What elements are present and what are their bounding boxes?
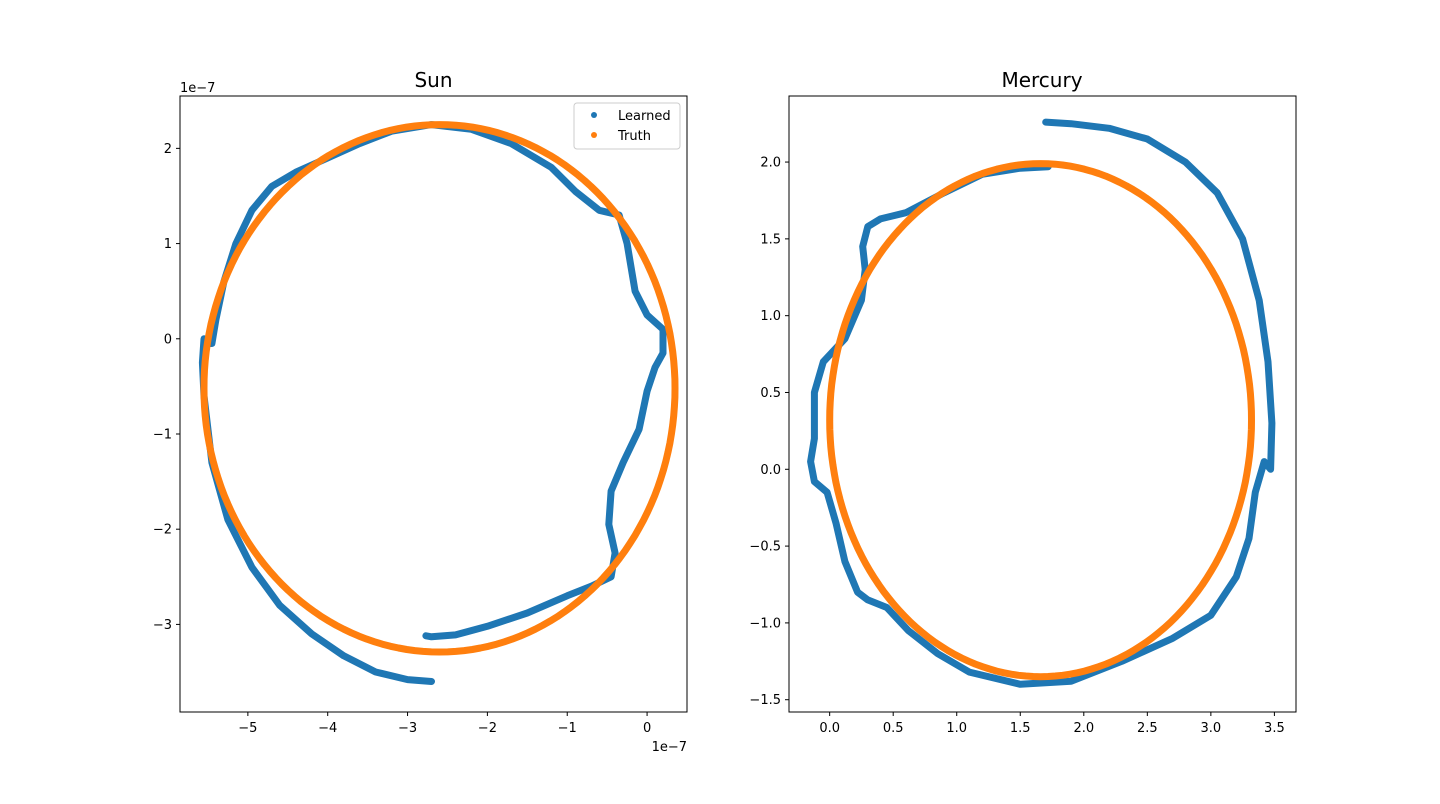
sun-x-tick-label: 0 <box>643 721 651 736</box>
sun-x-tick-label: −1 <box>558 721 577 736</box>
sun-data-marks <box>198 121 679 685</box>
legend-label-truth: Truth <box>617 129 651 144</box>
sun-y-ticks: −3 −2 −1 0 1 2 <box>153 142 180 633</box>
mercury-x-tick-label: 1.0 <box>946 721 967 736</box>
mercury-series-truth <box>826 160 1255 681</box>
sun-x-ticks: −5 −4 −3 −2 −1 0 <box>238 712 651 736</box>
mercury-x-tick-label: 0.0 <box>819 721 840 736</box>
sun-y-offset-text: 1e−7 <box>180 81 215 96</box>
mercury-y-tick-label: 1.0 <box>760 309 781 324</box>
mercury-y-tick-label: 0.0 <box>760 463 781 478</box>
mercury-title: Mercury <box>1001 68 1082 92</box>
mercury-x-tick-label: 0.5 <box>883 721 904 736</box>
mercury-x-tick-label: 1.5 <box>1010 721 1031 736</box>
legend-marker-truth <box>591 132 597 138</box>
mercury-y-tick-label: 2.0 <box>760 156 781 171</box>
mercury-x-tick-label: 2.5 <box>1137 721 1158 736</box>
mercury-y-tick-label: −1.0 <box>749 616 781 631</box>
mercury-series-learned <box>807 118 1276 688</box>
sun-x-tick-label: −3 <box>398 721 417 736</box>
mercury-y-tick-label: 0.5 <box>760 386 781 401</box>
sun-x-tick-label: −5 <box>238 721 257 736</box>
sun-series-truth <box>200 121 679 656</box>
mercury-y-tick-label: −1.5 <box>749 693 781 708</box>
sun-y-tick-label: 2 <box>164 142 172 157</box>
legend-box <box>573 102 681 150</box>
legend-marker-learned <box>591 112 597 118</box>
mercury-x-tick-label: 3.0 <box>1201 721 1222 736</box>
mercury-y-tick-label: 1.5 <box>760 232 781 247</box>
sun-y-tick-label: −2 <box>153 523 172 538</box>
sun-panel: Sun −5 −4 −3 −2 −1 0 −3 −2 −1 0 1 2 1e−7 1e−7 Lear… <box>153 68 688 755</box>
sun-x-tick-label: −4 <box>318 721 337 736</box>
sun-plot-frame <box>179 95 688 713</box>
sun-y-tick-label: −1 <box>153 427 172 442</box>
mercury-x-tick-label: 3.5 <box>1264 721 1285 736</box>
mercury-data-marks <box>807 118 1276 688</box>
mercury-y-tick-label: −0.5 <box>749 540 781 555</box>
mercury-x-ticks: 0.0 0.5 1.0 1.5 2.0 2.5 3.0 3.5 <box>819 712 1285 736</box>
sun-y-tick-label: 0 <box>164 332 172 347</box>
sun-y-tick-label: −3 <box>153 618 172 633</box>
sun-title: Sun <box>414 68 452 92</box>
mercury-plot-frame <box>788 95 1297 713</box>
sun-x-offset-text: 1e−7 <box>652 740 687 755</box>
legend: Learned Truth <box>573 102 681 150</box>
mercury-y-ticks: −1.5 −1.0 −0.5 0.0 0.5 1.0 1.5 2.0 <box>749 156 789 708</box>
sun-x-tick-label: −2 <box>478 721 497 736</box>
mercury-x-tick-label: 2.0 <box>1073 721 1094 736</box>
mercury-panel: Mercury 0.0 0.5 1.0 1.5 2.0 2.5 3.0 3.5 −1.5−1.… <box>749 68 1297 736</box>
legend-label-learned: Learned <box>618 109 671 124</box>
sun-y-tick-label: 1 <box>164 237 172 252</box>
